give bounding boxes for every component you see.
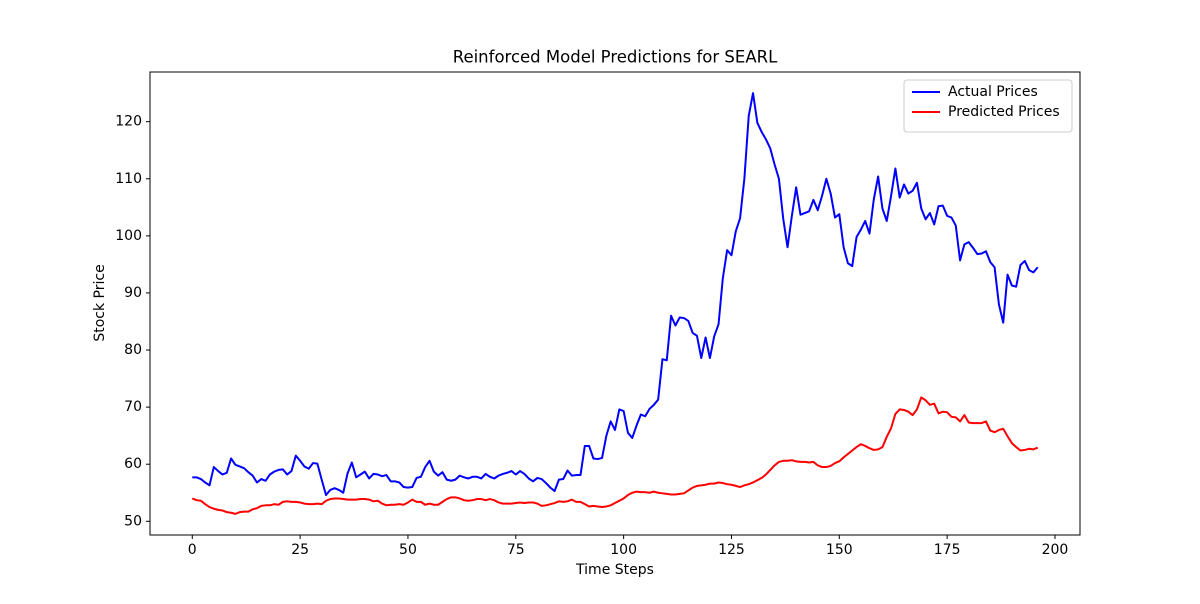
y-tick-label: 120 [115,114,142,130]
x-tick-label: 75 [507,542,525,558]
plot-frame [149,71,1081,536]
y-tick-label: 100 [115,228,142,244]
y-tick-label: 110 [115,171,142,187]
legend-label: Actual Prices [948,84,1038,100]
chart-title: Reinforced Model Predictions for SEARL [453,48,778,67]
x-tick-label: 0 [188,542,197,558]
y-tick-label: 90 [124,285,142,301]
data-line [192,92,1039,497]
x-tick-label: 125 [718,542,745,558]
y-tick-label: 60 [124,456,142,472]
x-tick-label: 25 [291,542,309,558]
legend: Actual Prices Predicted Prices [903,79,1073,133]
x-tick-label: 175 [934,542,961,558]
x-tick-label: 50 [399,542,417,558]
y-tick-label: 50 [124,513,142,529]
x-axis-label: Time Steps [575,562,654,578]
x-tick-label: 200 [1042,542,1069,558]
data-line [191,396,1039,515]
x-tick-label: 150 [826,542,853,558]
y-axis-label: Stock Price [92,264,108,341]
legend-box [903,79,1073,133]
y-tick-label: 80 [124,342,142,358]
y-tick-label: 70 [124,399,142,415]
x-tick-label: 100 [610,542,637,558]
legend-label: Predicted Prices [948,104,1060,120]
